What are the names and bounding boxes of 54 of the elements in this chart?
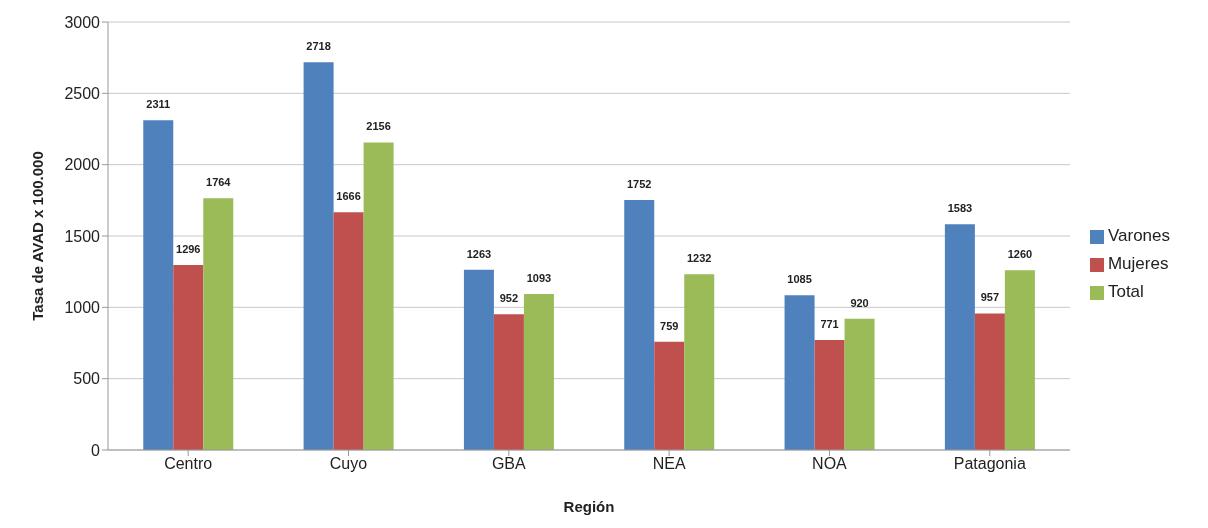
x-tick-label: Cuyo [329,455,368,473]
bar [493,314,524,450]
y-tick-label: 2000 [64,156,101,174]
x-tick-label: Centro [164,455,213,473]
data-label: 1260 [1007,248,1033,261]
bar [784,295,815,450]
bar [684,274,715,450]
bar [624,200,655,450]
data-label: 2718 [306,40,331,53]
x-tick-label: GBA [491,455,527,473]
data-label: 957 [980,291,1000,304]
data-label: 1263 [466,247,492,260]
legend-label: Mujeres [1107,254,1169,273]
bar [143,120,174,450]
data-label: 1296 [176,243,201,256]
data-label: 1093 [526,272,552,285]
y-tick-label: 500 [73,370,101,388]
bar [333,212,364,450]
x-axis-title: Región [563,498,615,515]
bar [173,265,204,450]
y-tick-label: 1000 [64,299,101,317]
bar [463,269,494,450]
data-label: 1764 [206,176,232,189]
y-tick-label: 2500 [64,85,101,103]
data-label: 759 [660,319,679,332]
bar [363,142,394,450]
legend-label: Varones [1107,226,1170,245]
data-label: 1085 [787,273,812,286]
data-label: 952 [499,292,519,305]
data-label: 1666 [336,190,361,203]
bar [974,313,1005,450]
x-tick-label: NEA [652,455,686,473]
y-axis-title: Tasa de AVAD x 100.000 [29,151,47,321]
bar [944,224,975,450]
data-label: 920 [850,296,869,309]
bar [303,62,334,450]
data-label: 1583 [947,202,973,215]
y-tick-label: 1500 [64,227,101,245]
data-label: 2311 [146,98,171,111]
bar [654,341,685,450]
data-label: 771 [820,318,839,330]
bar [1004,270,1035,450]
bar [203,198,234,450]
y-tick-label: 3000 [64,13,101,31]
data-label: 1752 [627,178,652,191]
data-label: 2156 [366,120,391,133]
y-tick-label: 0 [91,441,101,459]
bar [523,294,554,450]
data-label: 1232 [687,252,712,265]
bar [844,318,875,450]
x-tick-label: NOA [812,455,848,473]
x-tick-label: Patagonia [953,455,1026,473]
legend-label: Total [1107,282,1144,301]
bar [814,340,845,450]
